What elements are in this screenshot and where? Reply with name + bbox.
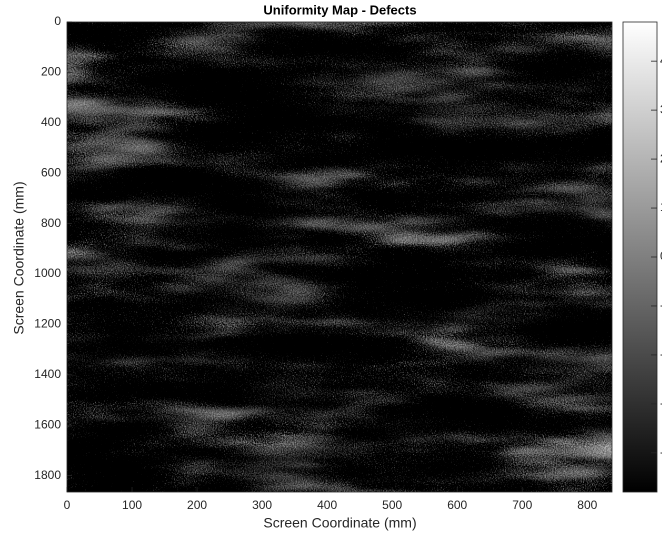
y-tick-label: 800 <box>41 216 61 230</box>
y-tick-label: 400 <box>41 115 61 129</box>
y-tick-label: 1800 <box>34 468 61 482</box>
y-tick-label: 1600 <box>34 417 61 431</box>
colorbar-tick-label: -2 <box>660 347 662 361</box>
colorbar-tick-label: 1 <box>660 200 662 214</box>
colorbar-tick-label: -1 <box>660 298 662 312</box>
y-tick-label: 200 <box>41 65 61 79</box>
x-tick-label: 700 <box>512 498 532 512</box>
x-tick-label: 400 <box>317 498 337 512</box>
y-tick-label: 600 <box>41 165 61 179</box>
x-tick-label: 200 <box>187 498 207 512</box>
y-tick-label: 1000 <box>34 266 61 280</box>
x-tick-label: 600 <box>447 498 467 512</box>
y-tick-label: 0 <box>54 14 61 28</box>
y-tick-label: 1400 <box>34 367 61 381</box>
colorbar-tick-label: 4 <box>660 53 662 67</box>
plot-frame <box>66 21 613 493</box>
chart-title: Uniformity Map - Defects <box>263 2 416 17</box>
x-tick-label: 0 <box>64 498 71 512</box>
x-tick-label: 500 <box>382 498 402 512</box>
y-axis-label: Screen Coordinate (mm) <box>11 181 27 334</box>
x-axis-label: Screen Coordinate (mm) <box>263 515 416 531</box>
y-tick-label: 1200 <box>34 317 61 331</box>
x-tick-label: 800 <box>577 498 597 512</box>
x-tick-label: 100 <box>122 498 142 512</box>
colorbar-tick-label: 0 <box>660 249 662 263</box>
colorbar-tick-label: 3 <box>660 102 662 116</box>
colorbar-tick-label: -3 <box>660 396 662 410</box>
heatmap-image <box>67 22 612 492</box>
colorbar-tick-label: 2 <box>660 151 662 165</box>
colorbar-tick-label: -4 <box>660 445 662 459</box>
x-tick-label: 300 <box>252 498 272 512</box>
